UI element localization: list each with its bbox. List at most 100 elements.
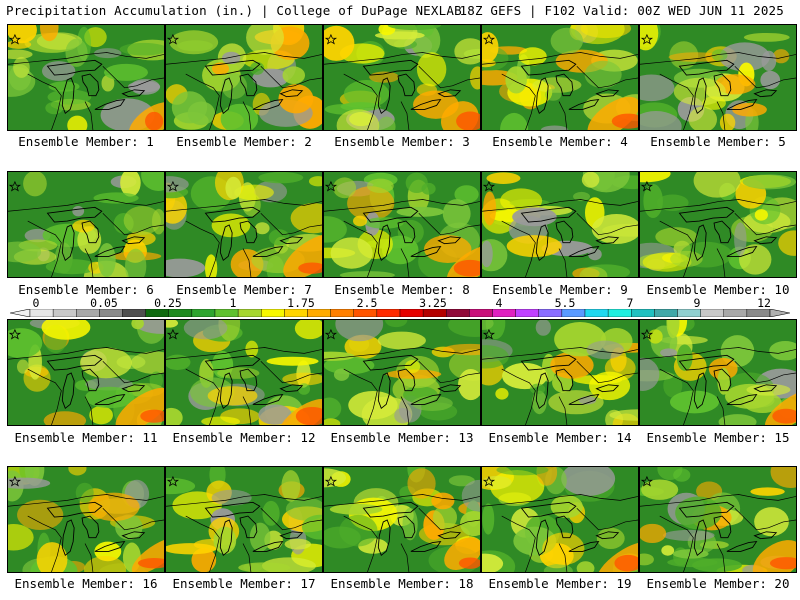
ensemble-member-map [165,466,323,573]
ensemble-member-label: Ensemble Member: 11 [14,430,158,445]
colorbar-swatch [261,309,285,317]
precipitation-field-map [640,467,796,572]
ensemble-member-map [7,24,165,131]
ensemble-member-map [323,319,481,426]
colorbar-min-arrow [10,309,31,317]
ensemble-member-label: Ensemble Member: 20 [646,576,790,591]
product-title: Precipitation Accumulation (in.) | Colle… [6,3,462,18]
station-star-icon [166,33,180,45]
station-star-icon [8,475,22,487]
ensemble-member-map [639,171,797,278]
colorbar-swatch [607,309,632,317]
colorbar-swatch [561,309,586,317]
ensemble-member-map [7,466,165,573]
ensemble-member-map [323,466,481,573]
precipitation-field-map [482,467,638,572]
precipitation-field-map [640,172,796,277]
colorbar-swatch [214,309,239,317]
ensemble-member-label: Ensemble Member: 14 [488,430,632,445]
precipitation-field-map [482,320,638,425]
colorbar-swatch [168,309,193,317]
colorbar-swatch [677,309,701,317]
ensemble-member-label: Ensemble Member: 13 [330,430,474,445]
colorbar-swatch [145,309,169,317]
colorbar-swatch [492,309,516,317]
colorbar-tick-label: 3.25 [419,296,447,310]
colorbar-tick-label: 12 [757,296,771,310]
station-star-icon [640,475,654,487]
precipitation-field-map [166,467,322,572]
precipitation-field-map [482,172,638,277]
ensemble-member-label: Ensemble Member: 5 [650,134,786,149]
model-run-info: 18Z GEFS | F102 Valid: 00Z WED JUN 11 20… [459,3,784,18]
colorbar-swatch [515,309,539,317]
colorbar-tick-label: 5.5 [554,296,576,310]
colorbar-tick-label: 7 [626,296,634,310]
precipitation-field-map [640,25,796,130]
precipitation-field-map [8,320,164,425]
ensemble-member-label: Ensemble Member: 2 [176,134,312,149]
precipitation-field-map [324,467,480,572]
precipitation-field-map [8,172,164,277]
ensemble-member-map [639,319,797,426]
colorbar-swatch [307,309,331,317]
station-star-icon [482,180,496,192]
colorbar-tick-label: 0 [32,296,40,310]
station-star-icon [8,180,22,192]
precipitation-field-map [324,25,480,130]
colorbar-swatch [631,309,655,317]
precipitation-field-map [640,320,796,425]
colorbar-swatch [29,309,54,317]
ensemble-member-map [639,466,797,573]
colorbar-tick-label: 1 [229,296,237,310]
colorbar-swatch [353,309,378,317]
colorbar-tick-label: 0.05 [90,296,118,310]
colorbar-swatch [191,309,216,317]
station-star-icon [640,180,654,192]
colorbar-tick-label: 4 [495,296,503,310]
precipitation-field-map [8,25,164,130]
station-star-icon [8,328,22,340]
ensemble-member-label: Ensemble Member: 17 [172,576,316,591]
station-star-icon [166,328,180,340]
colorbar-swatch [654,309,678,317]
colorbar-swatch [284,309,308,317]
ensemble-member-label: Ensemble Member: 7 [176,282,312,297]
ensemble-member-label: Ensemble Member: 9 [492,282,628,297]
colorbar-tick-label: 1.75 [287,296,315,310]
station-star-icon [482,328,496,340]
precipitation-field-map [324,320,480,425]
colorbar-max-arrow [769,309,790,317]
colorbar-swatch [746,309,771,317]
precipitation-field-map [166,25,322,130]
ensemble-member-map [481,319,639,426]
colorbar-swatch [422,309,447,317]
colorbar-swatch [399,309,424,317]
ensemble-member-label: Ensemble Member: 3 [334,134,470,149]
precipitation-field-map [482,25,638,130]
ensemble-member-map [7,319,165,426]
ensemble-member-map [165,171,323,278]
ensemble-member-label: Ensemble Member: 18 [330,576,474,591]
station-star-icon [166,475,180,487]
ensemble-member-map [165,24,323,131]
ensemble-member-map [639,24,797,131]
ensemble-member-map [323,171,481,278]
precipitation-field-map [8,467,164,572]
station-star-icon [482,33,496,45]
ensemble-member-map [7,171,165,278]
ensemble-member-label: Ensemble Member: 12 [172,430,316,445]
ensemble-member-map [481,171,639,278]
colorbar-swatch [99,309,123,317]
station-star-icon [324,180,338,192]
ensemble-member-label: Ensemble Member: 1 [18,134,154,149]
colorbar-swatch [52,309,77,317]
ensemble-member-map [481,24,639,131]
ensemble-member-label: Ensemble Member: 15 [646,430,790,445]
station-star-icon [640,33,654,45]
colorbar-swatch [237,309,262,317]
station-star-icon [324,328,338,340]
colorbar-swatch [700,309,724,317]
ensemble-member-label: Ensemble Member: 16 [14,576,158,591]
ensemble-member-map [165,319,323,426]
